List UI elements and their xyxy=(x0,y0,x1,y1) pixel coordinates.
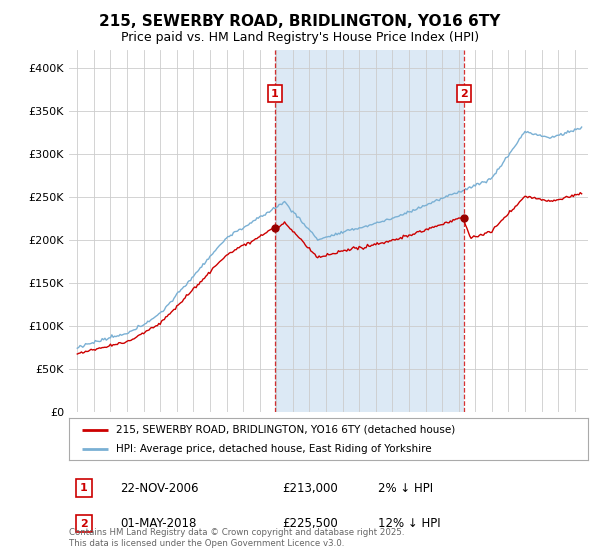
Text: Price paid vs. HM Land Registry's House Price Index (HPI): Price paid vs. HM Land Registry's House … xyxy=(121,31,479,44)
Text: 01-MAY-2018: 01-MAY-2018 xyxy=(120,517,196,530)
Text: 215, SEWERBY ROAD, BRIDLINGTON, YO16 6TY: 215, SEWERBY ROAD, BRIDLINGTON, YO16 6TY xyxy=(100,14,500,29)
Text: 215, SEWERBY ROAD, BRIDLINGTON, YO16 6TY (detached house): 215, SEWERBY ROAD, BRIDLINGTON, YO16 6TY… xyxy=(116,424,455,435)
Text: 1: 1 xyxy=(271,88,279,99)
Text: 2% ↓ HPI: 2% ↓ HPI xyxy=(378,482,433,495)
Text: 1: 1 xyxy=(80,483,88,493)
Text: £213,000: £213,000 xyxy=(282,482,338,495)
Text: Contains HM Land Registry data © Crown copyright and database right 2025.
This d: Contains HM Land Registry data © Crown c… xyxy=(69,528,404,548)
Bar xyxy=(275,50,464,412)
Text: 2: 2 xyxy=(80,519,88,529)
Text: HPI: Average price, detached house, East Riding of Yorkshire: HPI: Average price, detached house, East… xyxy=(116,444,431,454)
Text: 2: 2 xyxy=(460,88,468,99)
Text: £225,500: £225,500 xyxy=(282,517,338,530)
Text: 22-NOV-2006: 22-NOV-2006 xyxy=(120,482,199,495)
Text: 12% ↓ HPI: 12% ↓ HPI xyxy=(378,517,440,530)
